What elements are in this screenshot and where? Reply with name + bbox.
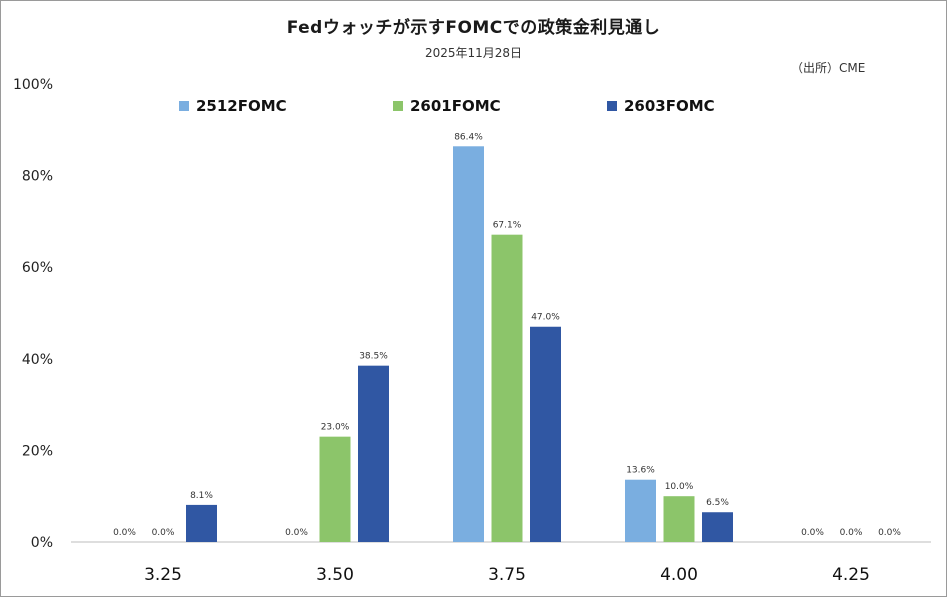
data-label: 0.0% (801, 528, 824, 538)
bar-2603FOMC-3.50 (358, 365, 389, 542)
data-label: 86.4% (454, 132, 483, 142)
legend-swatch (607, 101, 617, 111)
data-label: 0.0% (878, 528, 901, 538)
bar-2601FOMC-3.50 (319, 436, 351, 542)
x-category-label: 3.50 (316, 565, 354, 585)
bar-2603FOMC-4.00 (702, 512, 733, 542)
y-tick-label: 40% (22, 352, 53, 368)
y-tick-label: 20% (22, 443, 53, 459)
bar-2603FOMC-3.25 (186, 504, 217, 542)
data-label: 13.6% (626, 466, 655, 476)
y-tick-label: 80% (22, 169, 53, 185)
bar-2512FOMC-4.00 (625, 479, 656, 542)
legend-swatch (393, 101, 403, 111)
data-label: 0.0% (840, 528, 863, 538)
data-label: 8.1% (190, 491, 213, 501)
source-note: （出所）CME (791, 61, 866, 75)
x-category-label: 3.25 (144, 565, 182, 585)
legend-label: 2512FOMC (196, 97, 287, 115)
data-label: 0.0% (152, 528, 175, 538)
y-tick-label: 60% (22, 260, 53, 276)
data-label: 23.0% (321, 423, 350, 433)
data-label: 47.0% (531, 313, 560, 323)
x-category-label: 4.25 (832, 565, 870, 585)
bar-2601FOMC-3.75 (491, 234, 523, 542)
data-label: 0.0% (285, 528, 308, 538)
legend-label: 2601FOMC (410, 97, 501, 115)
x-category-label: 3.75 (488, 565, 526, 585)
data-label: 6.5% (706, 498, 729, 508)
legend-swatch (179, 101, 189, 111)
bar-2512FOMC-3.75 (453, 146, 484, 542)
bar-2603FOMC-3.75 (530, 326, 561, 542)
data-label: 38.5% (359, 352, 388, 362)
y-tick-label: 0% (31, 535, 53, 551)
data-label: 0.0% (113, 528, 136, 538)
legend-label: 2603FOMC (624, 97, 715, 115)
data-label: 67.1% (493, 221, 522, 231)
data-label: 10.0% (665, 482, 694, 492)
bar-2601FOMC-4.00 (663, 496, 695, 542)
chart-title: Fedウォッチが示すFOMCでの政策金利見通し (286, 18, 661, 38)
x-category-label: 4.00 (660, 565, 698, 585)
chart-subtitle: 2025年11月28日 (424, 46, 523, 60)
y-tick-label: 100% (13, 77, 53, 93)
